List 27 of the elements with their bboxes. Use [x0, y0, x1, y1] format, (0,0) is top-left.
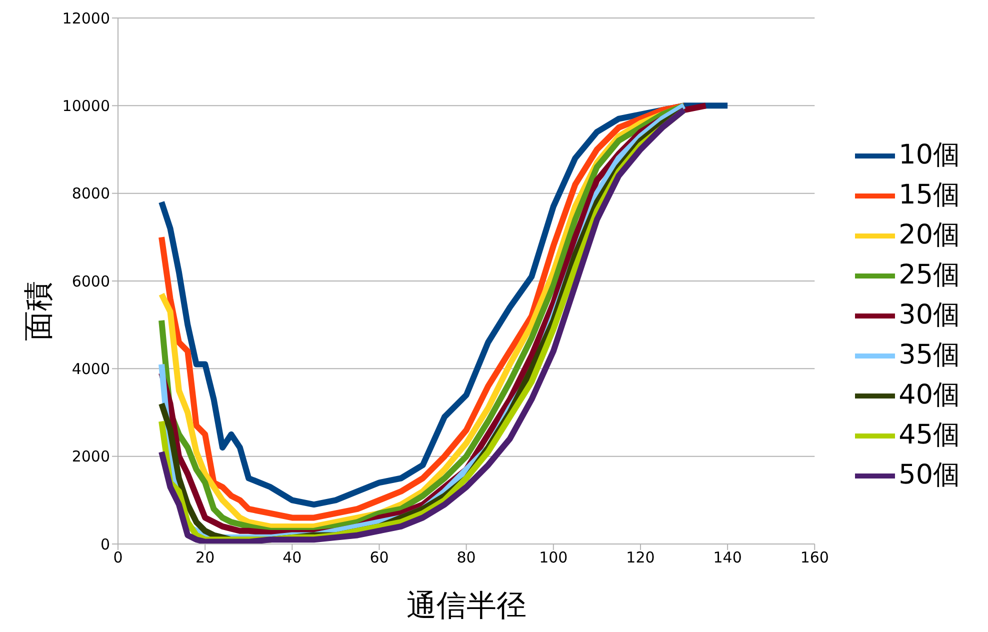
legend-label: 45個: [898, 419, 960, 450]
y-tick-label: 4000: [72, 360, 110, 378]
legend-label: 10個: [898, 139, 960, 170]
x-tick-label: 60: [370, 548, 389, 567]
legend-label: 30個: [898, 299, 960, 330]
y-tick-label: 0: [100, 535, 110, 554]
legend-label: 50個: [898, 459, 960, 490]
y-tick-label: 10000: [62, 96, 110, 115]
x-tick-label: 0: [113, 548, 123, 567]
x-tick-label: 20: [196, 548, 215, 567]
legend-label: 35個: [898, 339, 960, 370]
x-tick-label: 100: [539, 548, 568, 567]
x-tick-label: 40: [282, 548, 302, 567]
legend-label: 15個: [898, 179, 960, 210]
y-axis-title: 面積: [22, 281, 57, 341]
x-axis-title: 通信半径: [406, 588, 526, 624]
x-tick-label: 80: [456, 548, 476, 567]
y-tick-label: 8000: [72, 184, 110, 203]
y-tick-label: 6000: [72, 272, 110, 290]
y-tick-label: 2000: [72, 448, 110, 466]
x-tick-label: 140: [713, 548, 742, 567]
legend-label: 25個: [898, 259, 960, 290]
x-tick-label: 160: [800, 548, 829, 567]
y-tick-label: 12000: [62, 9, 110, 28]
x-tick-label: 120: [626, 548, 655, 567]
legend-label: 40個: [898, 379, 960, 410]
legend-label: 20個: [898, 219, 960, 250]
